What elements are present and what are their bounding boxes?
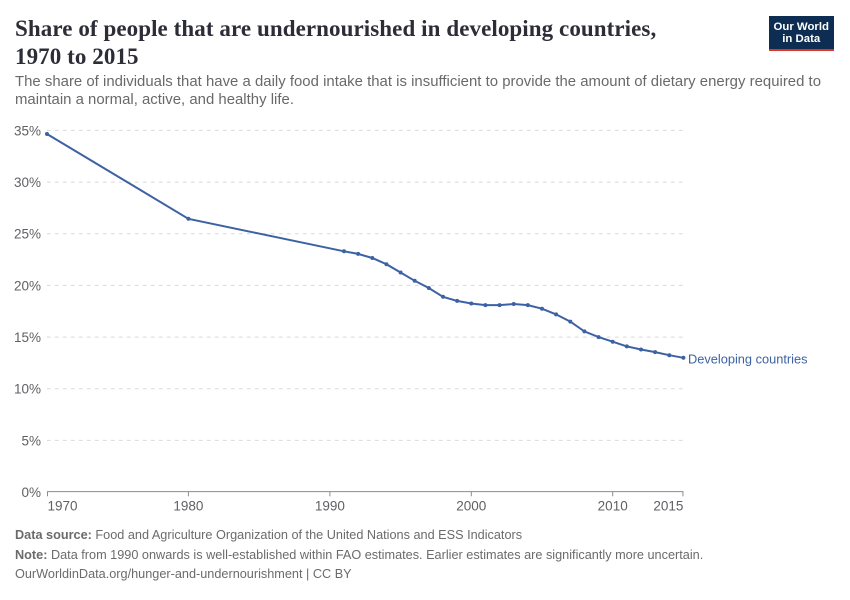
svg-text:1980: 1980 (173, 498, 203, 513)
svg-text:2000: 2000 (456, 498, 486, 513)
svg-text:0%: 0% (21, 485, 41, 500)
svg-text:15%: 15% (14, 330, 41, 345)
svg-text:25%: 25% (14, 227, 41, 242)
svg-text:1970: 1970 (48, 498, 78, 513)
svg-text:2010: 2010 (598, 498, 628, 513)
svg-text:2015: 2015 (653, 498, 683, 513)
svg-text:5%: 5% (21, 433, 41, 448)
svg-text:Developing countries: Developing countries (688, 352, 808, 367)
svg-text:1990: 1990 (315, 498, 345, 513)
svg-text:35%: 35% (14, 123, 41, 138)
svg-text:30%: 30% (14, 175, 41, 190)
svg-text:10%: 10% (14, 382, 41, 397)
svg-text:20%: 20% (14, 278, 41, 293)
